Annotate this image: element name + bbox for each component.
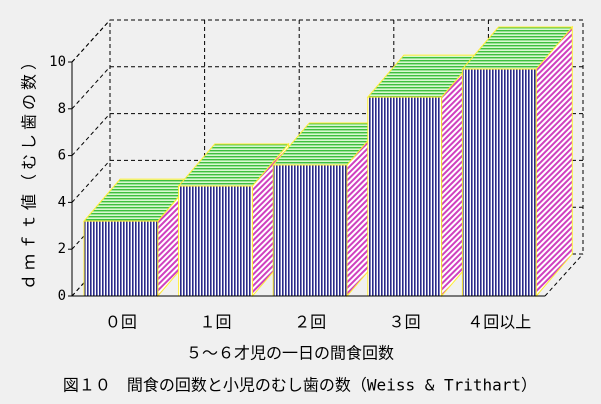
x-tick-label: １回: [199, 313, 231, 332]
x-tick-label: ４回以上: [467, 313, 531, 332]
y-tick-label: 4: [58, 194, 66, 210]
y-axis-label: ｄｍｆｔ値（むし歯の数）: [20, 50, 39, 290]
bar: [272, 164, 348, 297]
x-axis-label: ５～６才児の一日の間食回数: [186, 344, 394, 363]
y-tick-label: 2: [58, 241, 66, 257]
grid-line: [71, 66, 111, 110]
y-tick-label: 6: [58, 148, 66, 164]
y-tick-label: 10: [49, 54, 66, 70]
grid-line: [71, 160, 111, 203]
floor-edge: [544, 253, 584, 297]
bar: [367, 96, 443, 297]
back-wall: [109, 19, 584, 255]
x-tick-label: ３回: [389, 313, 421, 332]
bar: [83, 220, 159, 297]
bar-side: [535, 25, 573, 298]
bar: [178, 185, 253, 297]
y-tick-label: 8: [58, 101, 66, 117]
grid-line: [71, 19, 111, 63]
bar: [461, 68, 537, 297]
y-tick-label: 0: [58, 288, 66, 304]
x-tick-label: ０回: [105, 313, 137, 332]
x-tick-label: ２回: [294, 313, 326, 332]
grid-line: [71, 113, 111, 156]
caption: 図１０ 間食の回数と小児のむし歯の数（Weiss & Trithart）: [63, 376, 537, 395]
